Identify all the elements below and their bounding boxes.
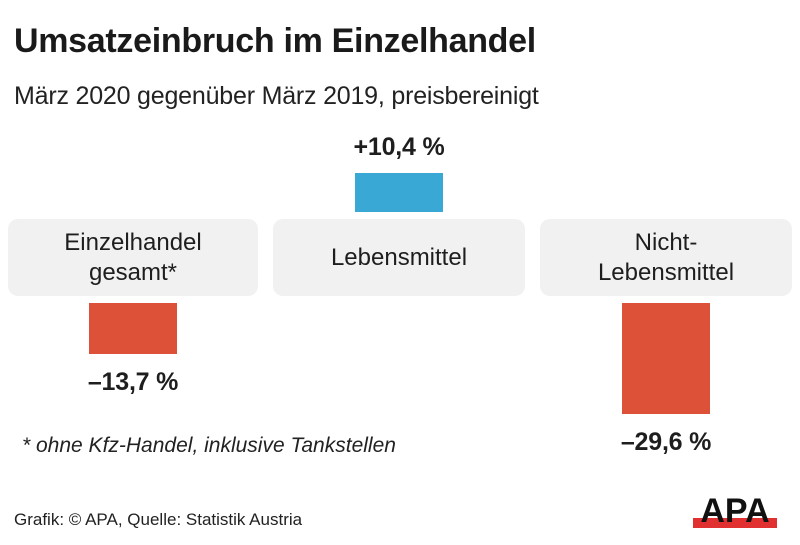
value-label: –13,7 % (87, 368, 179, 397)
bar-einzelhandel (89, 303, 177, 355)
logo-text: APA (700, 492, 769, 530)
category-box-nicht-lebensmittel: Nicht- Lebensmittel (540, 219, 792, 296)
category-box-einzelhandel: Einzelhandel gesamt* (8, 219, 258, 296)
category-label: Nicht- Lebensmittel (597, 228, 735, 286)
bar-lebensmittel (355, 173, 443, 212)
chart-subtitle: März 2020 gegenüber März 2019, preisbere… (14, 82, 539, 110)
value-label: –29,6 % (620, 428, 712, 456)
category-label: Lebensmittel (330, 243, 468, 271)
bar-nicht-lebensmittel (622, 303, 710, 414)
footnote: * ohne Kfz-Handel, inklusive Tankstellen (22, 434, 396, 457)
category-label: Einzelhandel gesamt* (64, 228, 202, 286)
value-label: +10,4 % (353, 133, 445, 161)
apa-logo-icon: APA (693, 492, 777, 530)
category-box-lebensmittel: Lebensmittel (273, 219, 525, 296)
source-credit: Grafik: © APA, Quelle: Statistik Austria (14, 510, 303, 529)
chart-title: Umsatzeinbruch im Einzelhandel (14, 22, 536, 60)
